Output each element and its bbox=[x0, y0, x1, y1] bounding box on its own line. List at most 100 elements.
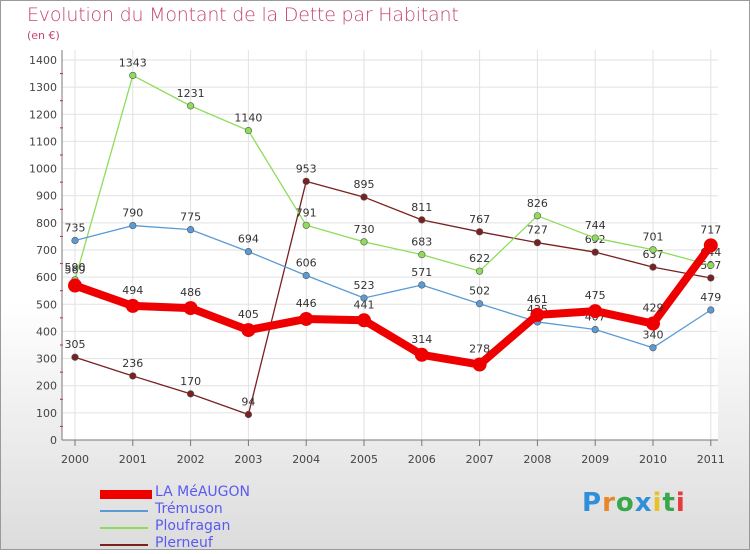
data-point bbox=[591, 325, 599, 334]
data-point bbox=[418, 281, 426, 289]
data-label: 826 bbox=[527, 197, 548, 210]
data-label: 717 bbox=[700, 223, 721, 236]
data-point bbox=[414, 347, 429, 362]
data-point bbox=[649, 246, 657, 254]
logo-letter: x bbox=[634, 488, 653, 518]
x-tick-label: 2005 bbox=[350, 453, 378, 466]
x-tick-label: 2006 bbox=[408, 453, 436, 466]
data-label: 429 bbox=[643, 302, 664, 315]
data-point bbox=[183, 301, 198, 316]
data-point bbox=[533, 239, 542, 247]
data-point bbox=[588, 304, 603, 319]
y-tick-label: 600 bbox=[36, 271, 57, 284]
data-point bbox=[125, 298, 140, 313]
data-point bbox=[649, 344, 657, 352]
data-point bbox=[703, 238, 718, 253]
logo-letter: t bbox=[662, 488, 676, 518]
data-label: 571 bbox=[411, 266, 432, 279]
data-point bbox=[187, 390, 195, 398]
data-point bbox=[302, 221, 310, 229]
data-label: 523 bbox=[354, 279, 375, 292]
legend-swatch bbox=[100, 510, 148, 512]
data-label: 953 bbox=[296, 162, 317, 175]
data-label: 441 bbox=[354, 298, 375, 311]
data-point bbox=[129, 372, 137, 380]
legend-label: Ploufragan bbox=[155, 518, 231, 534]
data-label: 479 bbox=[700, 291, 721, 304]
data-point bbox=[71, 353, 79, 361]
legend-label: LA MéAUGON bbox=[155, 484, 251, 500]
x-tick-label: 2003 bbox=[234, 453, 262, 466]
x-tick-label: 2008 bbox=[523, 453, 551, 466]
data-label: 606 bbox=[296, 257, 317, 270]
data-point bbox=[299, 311, 314, 326]
legend-item: Plerneuf bbox=[100, 535, 400, 554]
data-point bbox=[302, 271, 310, 280]
data-label: 775 bbox=[180, 211, 201, 224]
legend-swatch bbox=[100, 527, 148, 529]
data-label: 340 bbox=[643, 329, 664, 342]
data-label: 790 bbox=[122, 207, 143, 220]
data-point bbox=[707, 274, 715, 282]
data-point bbox=[71, 236, 79, 245]
data-label: 94 bbox=[241, 395, 255, 408]
data-label: 494 bbox=[122, 284, 143, 297]
data-label: 314 bbox=[411, 333, 432, 346]
data-label: 278 bbox=[469, 343, 490, 356]
logo-letter: P bbox=[582, 488, 603, 518]
y-tick-label: 200 bbox=[36, 380, 57, 393]
y-tick-label: 800 bbox=[36, 217, 57, 230]
data-point bbox=[360, 238, 368, 246]
data-label: 170 bbox=[180, 375, 201, 388]
data-label: 767 bbox=[469, 213, 490, 226]
data-point bbox=[591, 248, 599, 256]
data-label: 727 bbox=[527, 224, 548, 237]
y-tick-label: 0 bbox=[50, 434, 57, 447]
logo-letter: i bbox=[675, 488, 686, 518]
x-tick-label: 2000 bbox=[61, 453, 89, 466]
x-tick-label: 2009 bbox=[581, 453, 609, 466]
y-tick-label: 300 bbox=[36, 353, 57, 366]
data-point bbox=[129, 71, 137, 80]
x-tick-label: 2011 bbox=[697, 453, 725, 466]
data-point bbox=[707, 261, 715, 269]
data-label: 744 bbox=[585, 219, 606, 232]
y-tick-label: 1400 bbox=[29, 54, 57, 67]
data-point bbox=[418, 251, 426, 259]
data-label: 446 bbox=[296, 297, 317, 310]
data-label: 895 bbox=[354, 178, 375, 191]
data-point bbox=[360, 294, 368, 302]
legend-item: LA MéAUGON bbox=[100, 484, 400, 503]
data-point bbox=[476, 228, 484, 236]
data-label: 590 bbox=[65, 261, 86, 274]
series-line bbox=[71, 241, 715, 369]
y-tick-label: 1100 bbox=[29, 135, 57, 148]
data-point bbox=[649, 263, 657, 271]
series-line bbox=[74, 224, 712, 349]
data-label: 1231 bbox=[177, 87, 205, 100]
data-label: 1140 bbox=[234, 112, 262, 125]
legend: LA MéAUGON Trémuson Ploufragan Plerneuf bbox=[100, 484, 400, 554]
chart-title: Evolution du Montant de la Dette par Hab… bbox=[27, 4, 459, 26]
data-label: 622 bbox=[469, 252, 490, 265]
data-point bbox=[591, 234, 599, 242]
data-label: 701 bbox=[643, 231, 664, 244]
x-tick-label: 2007 bbox=[466, 453, 494, 466]
data-point bbox=[241, 323, 256, 338]
data-point bbox=[187, 102, 195, 110]
data-point bbox=[129, 221, 137, 230]
data-label: 236 bbox=[122, 357, 143, 370]
data-label: 486 bbox=[180, 286, 201, 299]
legend-label: Plerneuf bbox=[155, 535, 213, 551]
data-label: 305 bbox=[65, 338, 86, 351]
y-tick-label: 400 bbox=[36, 325, 57, 338]
proxiti-logo: Proxiti bbox=[582, 488, 686, 518]
data-point bbox=[530, 307, 545, 322]
legend-item: Ploufragan bbox=[100, 518, 400, 537]
data-point bbox=[187, 226, 195, 234]
data-label: 405 bbox=[238, 308, 259, 321]
chart-subtitle: (en €) bbox=[27, 29, 60, 42]
logo-letter: o bbox=[615, 488, 635, 518]
data-point bbox=[476, 300, 484, 308]
